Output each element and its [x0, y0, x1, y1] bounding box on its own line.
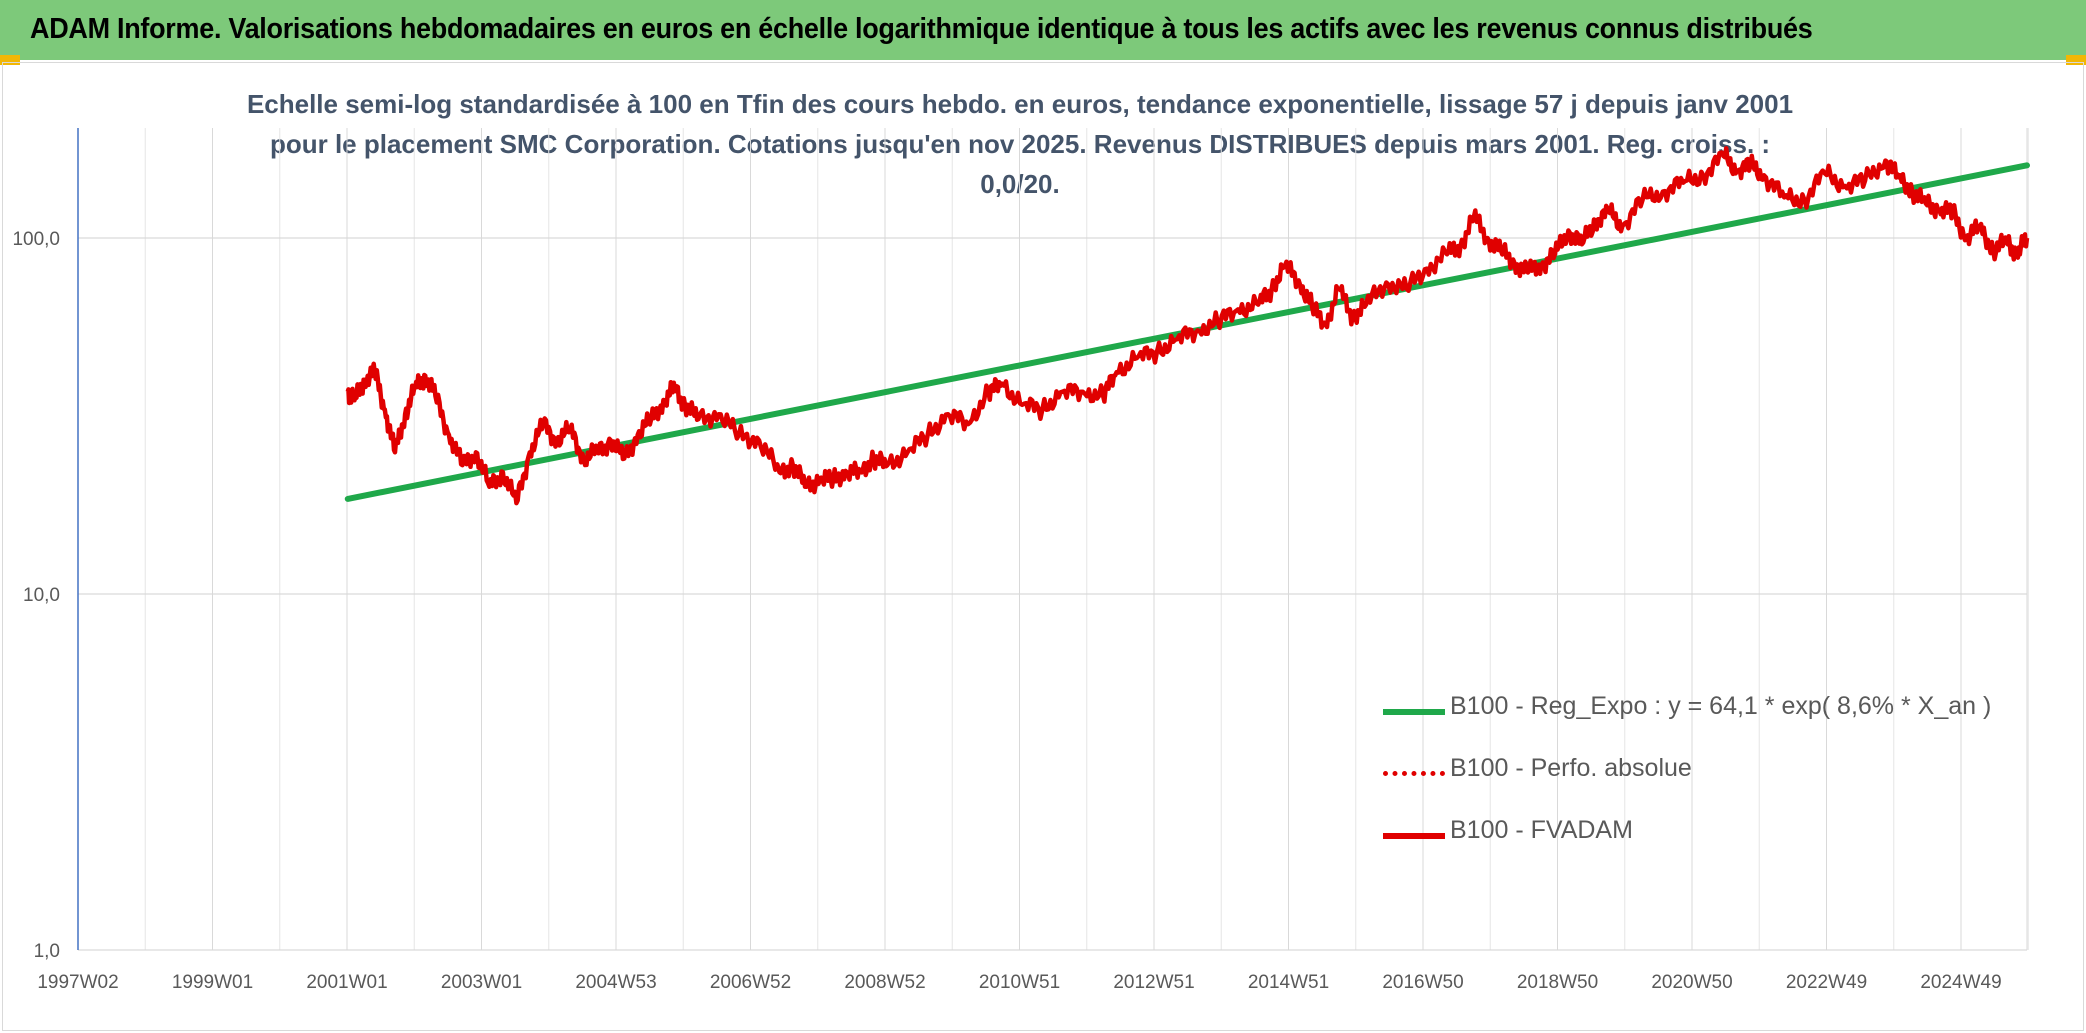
report-title: ADAM Informe. Valorisations hebdomadaire… — [30, 13, 1813, 45]
x-tick-label: 2003W01 — [441, 972, 522, 993]
legend-swatch-perf — [1383, 771, 1445, 776]
x-tick-label: 2018W50 — [1517, 972, 1598, 993]
x-tick-label: 2022W49 — [1786, 972, 1867, 993]
x-tick-label: 2020W50 — [1651, 972, 1732, 993]
x-tick-label: 2001W01 — [306, 972, 387, 993]
legend-swatch-fvadam — [1383, 833, 1445, 839]
legend-swatch-regression — [1383, 709, 1445, 715]
legend-label-perf: B100 - Perfo. absolue — [1450, 754, 1692, 782]
legend-item-perf: B100 - Perfo. absolue — [1380, 747, 2020, 809]
x-tick-label: 1999W01 — [172, 972, 253, 993]
x-tick-label: 2006W52 — [710, 972, 791, 993]
x-tick-label: 2014W51 — [1248, 972, 1329, 993]
x-tick-label: 2010W51 — [979, 972, 1060, 993]
series-line-fvadam — [345, 146, 2030, 506]
y-tick-label: 1,0 — [34, 941, 60, 962]
legend-item-regression: B100 - Reg_Expo : y = 64,1 * exp( 8,6% *… — [1380, 685, 2020, 747]
report-header: ADAM Informe. Valorisations hebdomadaire… — [0, 0, 2086, 60]
chart-frame — [2, 62, 2084, 1031]
legend-item-fvadam: B100 - FVADAM — [1380, 809, 2020, 871]
y-tick-label: 100,0 — [12, 229, 60, 250]
y-tick-label: 10,0 — [23, 585, 60, 606]
tick-labels: 1997W02 1999W01 2001W01 2003W01 2004W53 2006W… — [12, 229, 2001, 993]
legend-label-fvadam: B100 - FVADAM — [1450, 816, 1633, 844]
x-tick-label: 2016W50 — [1382, 972, 1463, 993]
chart-legend: B100 - Reg_Expo : y = 64,1 * exp( 8,6% *… — [1380, 685, 2020, 871]
x-tick-label: 1997W02 — [37, 972, 118, 993]
corner-marker-right — [2066, 55, 2086, 65]
x-tick-label: 2004W53 — [575, 972, 656, 993]
x-tick-label: 2024W49 — [1920, 972, 2001, 993]
x-tick-label: 2012W51 — [1113, 972, 1194, 993]
corner-marker-left — [0, 55, 20, 65]
series-lines — [344, 146, 2030, 506]
legend-label-regression: B100 - Reg_Expo : y = 64,1 * exp( 8,6% *… — [1450, 692, 1992, 720]
x-tick-label: 2008W52 — [844, 972, 925, 993]
